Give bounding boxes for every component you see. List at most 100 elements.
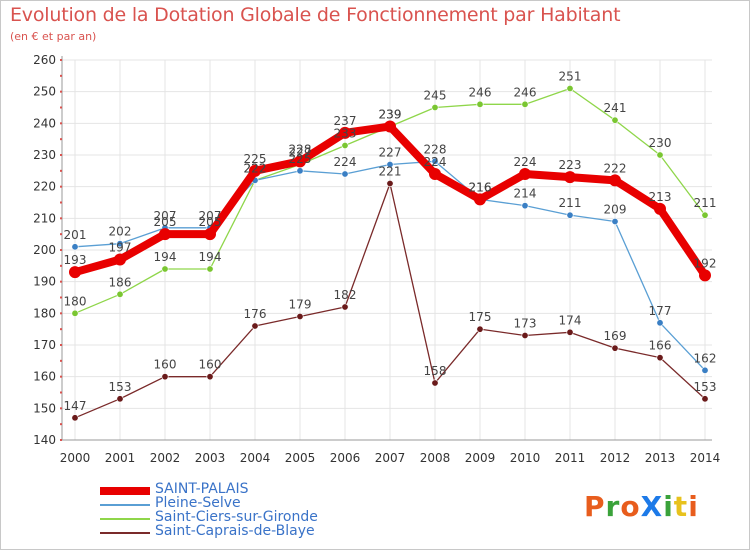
y-minor-tick <box>60 439 62 441</box>
legend-label: Pleine-Selve <box>155 495 241 511</box>
data-label: 173 <box>514 317 537 331</box>
x-tick-label: 2006 <box>330 451 361 465</box>
data-point <box>656 319 664 327</box>
logo-letter: r <box>605 490 621 523</box>
y-minor-tick <box>60 74 62 77</box>
y-minor-tick <box>60 106 62 109</box>
data-point <box>116 240 124 248</box>
data-point <box>654 202 666 215</box>
x-tick-label: 2005 <box>285 451 316 465</box>
y-tick-label: 150 <box>33 401 56 415</box>
data-label: 160 <box>154 358 177 372</box>
data-point <box>431 157 439 165</box>
y-tick-label: 140 <box>33 433 56 447</box>
data-point <box>341 303 349 311</box>
data-point <box>701 395 709 403</box>
logo-letter: o <box>620 490 641 523</box>
data-label: 182 <box>334 288 357 302</box>
x-tick-label: 2001 <box>105 451 136 465</box>
y-minor-tick <box>60 90 62 93</box>
data-point <box>431 104 439 112</box>
data-label: 174 <box>559 313 582 327</box>
data-point <box>656 354 664 362</box>
data-label: 193 <box>64 253 87 267</box>
data-label: 166 <box>649 339 672 353</box>
data-point <box>294 155 306 168</box>
logo-letter: t <box>673 490 689 523</box>
x-tick-label: 2002 <box>150 451 181 465</box>
data-point <box>521 202 529 210</box>
data-label: 211 <box>559 196 582 210</box>
y-minor-tick <box>60 185 62 188</box>
data-label: 224 <box>424 155 447 169</box>
data-point <box>429 168 441 180</box>
data-label: 162 <box>694 351 717 365</box>
data-label: 239 <box>379 108 402 122</box>
data-point <box>431 379 439 387</box>
data-label: 233 <box>334 127 357 141</box>
data-label: 186 <box>109 275 132 289</box>
data-point <box>521 100 529 108</box>
data-point <box>611 218 619 226</box>
y-tick-label: 190 <box>33 275 56 289</box>
x-tick-label: 2000 <box>60 451 91 465</box>
legend-swatch <box>100 487 150 495</box>
data-point <box>386 161 394 169</box>
data-label: 222 <box>604 161 627 175</box>
x-tick-label: 2003 <box>195 451 226 465</box>
y-minor-tick <box>60 280 62 283</box>
data-label: 224 <box>334 155 357 169</box>
y-minor-tick <box>60 264 62 267</box>
y-minor-tick <box>60 249 62 251</box>
data-point <box>384 120 396 133</box>
data-label: 176 <box>244 307 267 321</box>
logo-letter: X <box>640 490 664 523</box>
data-point <box>566 328 574 336</box>
data-label: 227 <box>379 146 402 160</box>
data-point <box>116 290 124 298</box>
chart-title: Evolution de la Dotation Globale de Fonc… <box>10 4 621 26</box>
y-minor-tick <box>60 59 62 61</box>
x-tick-label: 2014 <box>690 451 721 465</box>
data-label: 246 <box>469 85 492 99</box>
data-label: 201 <box>64 228 87 242</box>
data-label: 225 <box>244 152 267 166</box>
data-point <box>476 325 484 333</box>
data-point <box>609 174 621 187</box>
data-point <box>71 414 79 422</box>
data-point <box>521 331 529 339</box>
data-point <box>71 309 79 317</box>
data-label: 175 <box>469 310 492 324</box>
data-label: 224 <box>514 155 537 169</box>
data-label: 239 <box>379 108 402 122</box>
x-tick-label: 2010 <box>510 451 541 465</box>
y-minor-tick <box>60 217 62 220</box>
data-label: 251 <box>559 70 582 84</box>
y-tick-label: 240 <box>33 116 56 130</box>
data-label: 192 <box>694 256 717 270</box>
y-minor-tick <box>60 122 62 125</box>
y-tick-label: 260 <box>33 53 56 67</box>
y-tick-label: 250 <box>33 85 56 99</box>
logo-letter: P <box>584 490 606 523</box>
y-minor-tick <box>60 296 62 299</box>
y-tick-label: 160 <box>33 370 56 384</box>
data-label: 228 <box>289 142 312 156</box>
data-point <box>251 322 259 330</box>
data-label: 180 <box>64 294 87 308</box>
data-point <box>611 116 619 124</box>
data-label: 230 <box>649 136 672 150</box>
data-point <box>114 253 126 266</box>
data-label: 228 <box>424 142 447 156</box>
data-label: 202 <box>109 225 132 239</box>
proxiti-logo: ProXiti <box>584 490 699 523</box>
x-tick-label: 2008 <box>420 451 451 465</box>
y-minor-tick <box>60 328 62 331</box>
y-minor-tick <box>60 169 62 172</box>
data-label: 179 <box>289 298 312 312</box>
data-point <box>564 171 576 184</box>
y-tick-label: 230 <box>33 148 56 162</box>
y-tick-label: 210 <box>33 211 56 225</box>
y-tick-label: 170 <box>33 338 56 352</box>
